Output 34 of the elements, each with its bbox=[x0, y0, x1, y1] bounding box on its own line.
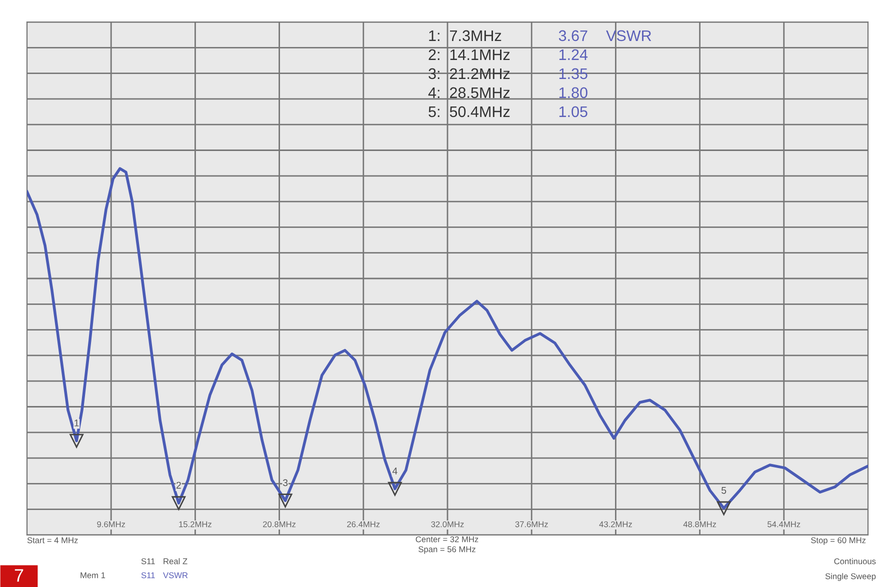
annotation: 1 bbox=[74, 420, 79, 426]
x-tick-label: 26.4MHz bbox=[347, 521, 380, 528]
text: S11 bbox=[141, 558, 155, 564]
x-tick-label: 37.6MHz bbox=[515, 521, 548, 528]
text: 1.05 bbox=[559, 106, 588, 118]
text: Single Sweep bbox=[825, 573, 876, 581]
annotation: 5 bbox=[722, 487, 726, 494]
text: 5: 50.4MHz bbox=[428, 106, 510, 118]
x-tick-label: 32.0MHz bbox=[431, 521, 464, 528]
text: Span = 56 MHz bbox=[418, 546, 476, 554]
text: 3.67 bbox=[558, 30, 588, 42]
text: 1.24 bbox=[559, 49, 588, 60]
text: Continuous bbox=[834, 558, 876, 564]
text: Stop = 60 MHz bbox=[811, 537, 866, 545]
annotation: 4 bbox=[392, 468, 398, 474]
text: Center = 32 MHz bbox=[416, 536, 478, 542]
x-tick-label: 20.8MHz bbox=[263, 521, 296, 528]
x-tick-label: 43.2MHz bbox=[599, 521, 632, 528]
text: 1.80 bbox=[559, 87, 588, 98]
x-tick-label: 48.8MHz bbox=[683, 521, 716, 528]
text: 7 bbox=[14, 569, 24, 582]
text: Mem 1 bbox=[80, 572, 106, 578]
text: 1: 7.3MHz bbox=[429, 30, 502, 42]
text: Real Z bbox=[164, 558, 188, 564]
x-tick-label: 15.2MHz bbox=[179, 521, 212, 528]
text: 4: 28.5MHz bbox=[428, 87, 510, 98]
text: 2: 14.1MHz bbox=[428, 49, 510, 60]
x-tick-label: 9.6MHz bbox=[97, 521, 126, 528]
annotation: 2 bbox=[176, 482, 181, 489]
x-tick-label: 54.4MHz bbox=[768, 521, 800, 528]
text: VSWR bbox=[163, 572, 188, 578]
text: Start = 4 MHz bbox=[27, 537, 78, 544]
annotation: 3 bbox=[282, 479, 288, 486]
text: S11 bbox=[141, 572, 155, 578]
